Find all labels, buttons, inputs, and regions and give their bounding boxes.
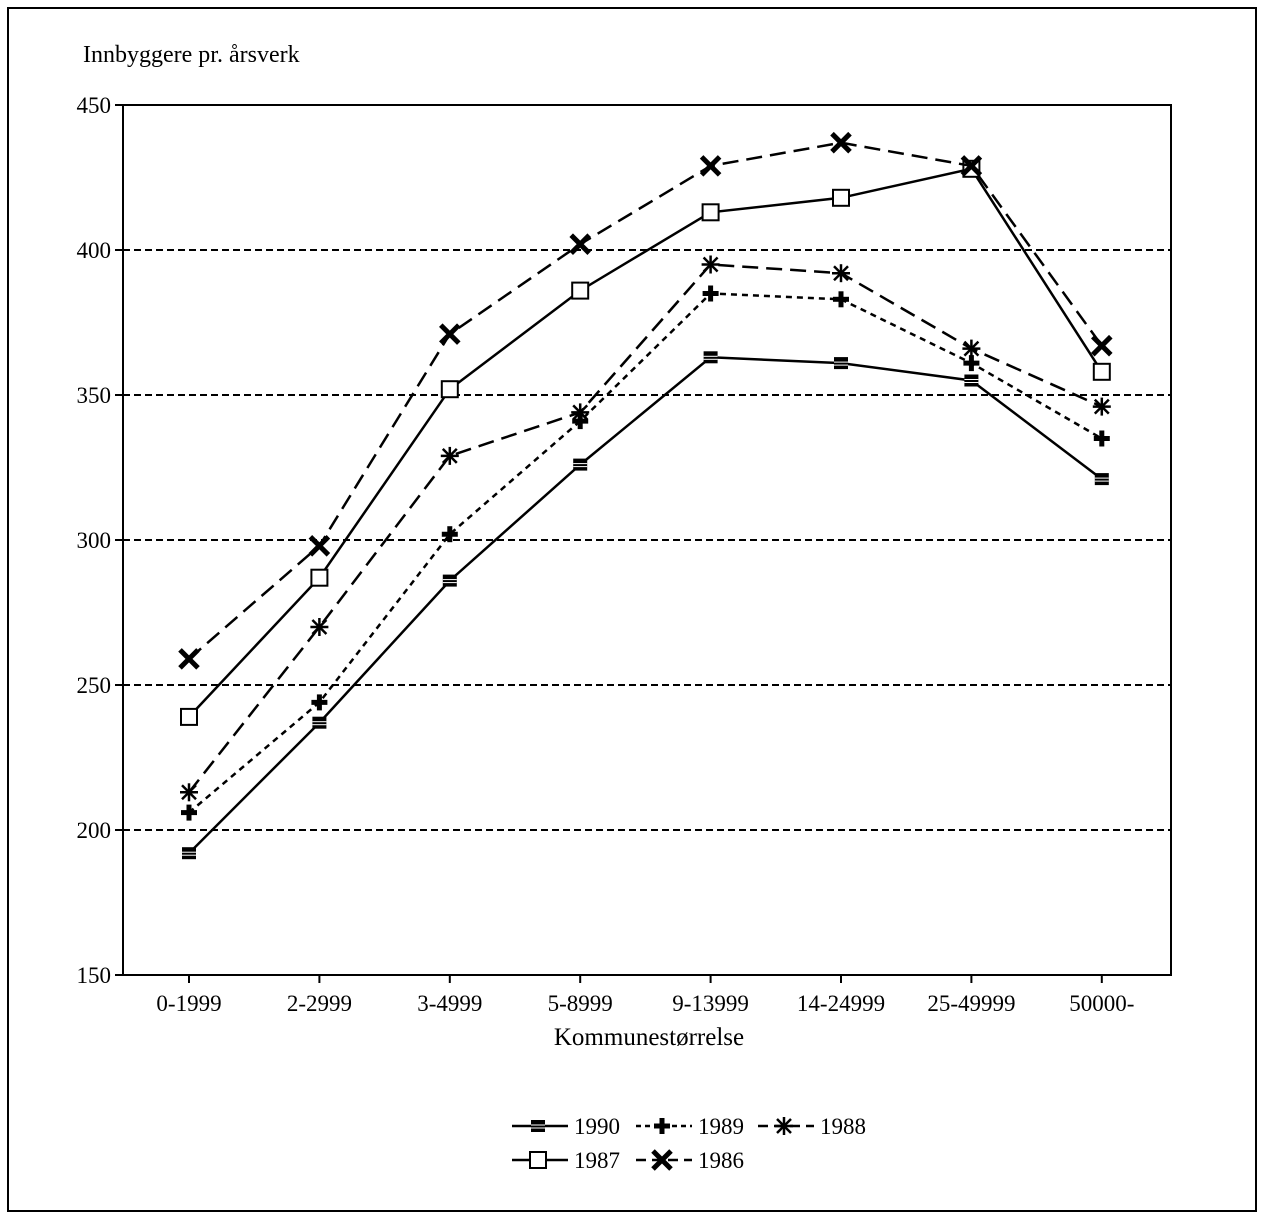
series-line	[188, 141, 1103, 660]
series-1990	[182, 351, 1109, 860]
legend-item: 1987	[512, 1148, 620, 1173]
marker-x-cross	[569, 233, 591, 255]
marker-filled-square	[442, 574, 457, 587]
y-tick-label: 250	[77, 673, 112, 698]
marker-asterisk	[962, 339, 981, 358]
legend-label: 1989	[698, 1114, 744, 1139]
x-axis: 0-1999 2-2999 3-4999 5-8999 9-13999 14-24999 2…	[156, 975, 1134, 1016]
series-1986	[178, 131, 1113, 670]
marker-x-cross	[1091, 334, 1113, 357]
y-tick-label: 350	[77, 383, 112, 408]
marker-x-cross	[699, 155, 722, 177]
marker-open-square	[440, 380, 459, 399]
marker-open-square	[832, 188, 850, 207]
x-axis-label: Kommunestørrelse	[554, 1024, 744, 1051]
y-axis-label: Innbyggere pr. årsverk	[83, 42, 300, 68]
marker-plus	[833, 291, 849, 308]
marker-plus	[181, 804, 197, 821]
y-axis: 150 200 250 300 350 400 450	[77, 93, 123, 988]
chart-frame	[7, 7, 1257, 1212]
marker-asterisk	[440, 446, 459, 465]
marker-asterisk	[571, 403, 590, 422]
marker-asterisk	[1092, 397, 1111, 416]
x-tick-label: 14-24999	[797, 991, 885, 1016]
legend-label: 1987	[574, 1148, 620, 1173]
series-line	[188, 356, 1103, 855]
marker-x-cross	[960, 155, 983, 177]
series-1988	[180, 255, 1111, 802]
marker-open-square	[310, 568, 329, 587]
x-tick-label: 9-13999	[672, 991, 749, 1016]
y-tick-label: 200	[77, 818, 112, 843]
marker-filled-square	[964, 374, 979, 387]
marker-filled-square	[312, 716, 327, 729]
legend-item: 1986	[636, 1148, 744, 1173]
marker-open-square	[529, 1151, 547, 1169]
marker-filled-square	[834, 357, 848, 370]
marker-plus	[702, 285, 719, 302]
marker-plus	[963, 355, 980, 372]
legend: 1990 1989 1988 1987 1986	[512, 1114, 866, 1173]
marker-filled-square	[573, 458, 588, 471]
marker-x-cross	[439, 323, 461, 345]
marker-x-cross	[178, 648, 200, 670]
marker-plus	[654, 1118, 670, 1134]
marker-filled-square	[703, 351, 718, 364]
legend-item: 1990	[512, 1114, 620, 1139]
marker-open-square	[180, 707, 198, 726]
series-1987	[180, 159, 1111, 726]
marker-x-cross	[308, 535, 331, 557]
marker-x-cross	[651, 1149, 673, 1171]
series-group	[178, 131, 1113, 860]
series-line	[188, 167, 1103, 718]
marker-asterisk	[775, 1117, 793, 1135]
x-tick-label: 2-2999	[287, 991, 352, 1016]
x-tick-label: 0-1999	[156, 991, 221, 1016]
marker-open-square	[1092, 362, 1111, 381]
y-tick-label: 150	[77, 963, 112, 988]
marker-plus	[1093, 430, 1110, 447]
y-tick-label: 400	[77, 238, 112, 263]
x-tick-label: 5-8999	[548, 991, 613, 1016]
x-tick-label: 50000-	[1069, 991, 1134, 1016]
series-line	[188, 292, 1103, 814]
marker-open-square	[701, 203, 720, 222]
marker-plus	[311, 694, 328, 711]
marker-asterisk	[310, 618, 329, 636]
marker-open-square	[571, 281, 590, 300]
x-tick-label: 3-4999	[417, 991, 482, 1016]
y-tick-label: 300	[77, 528, 112, 553]
legend-label: 1988	[820, 1114, 866, 1139]
series-line	[188, 263, 1103, 794]
marker-filled-square	[531, 1120, 545, 1132]
series-1989	[181, 285, 1110, 821]
marker-x-cross	[830, 131, 852, 154]
legend-item: 1989	[636, 1114, 744, 1139]
marker-asterisk	[701, 255, 720, 274]
marker-asterisk	[832, 264, 850, 283]
marker-plus	[441, 526, 458, 543]
marker-asterisk	[180, 783, 198, 802]
y-tick-label: 450	[77, 93, 112, 118]
marker-filled-square	[1094, 473, 1109, 486]
legend-label: 1990	[574, 1114, 620, 1139]
marker-filled-square	[182, 847, 196, 860]
legend-label: 1986	[698, 1148, 744, 1173]
legend-item: 1988	[758, 1114, 866, 1139]
x-tick-label: 25-49999	[927, 991, 1015, 1016]
